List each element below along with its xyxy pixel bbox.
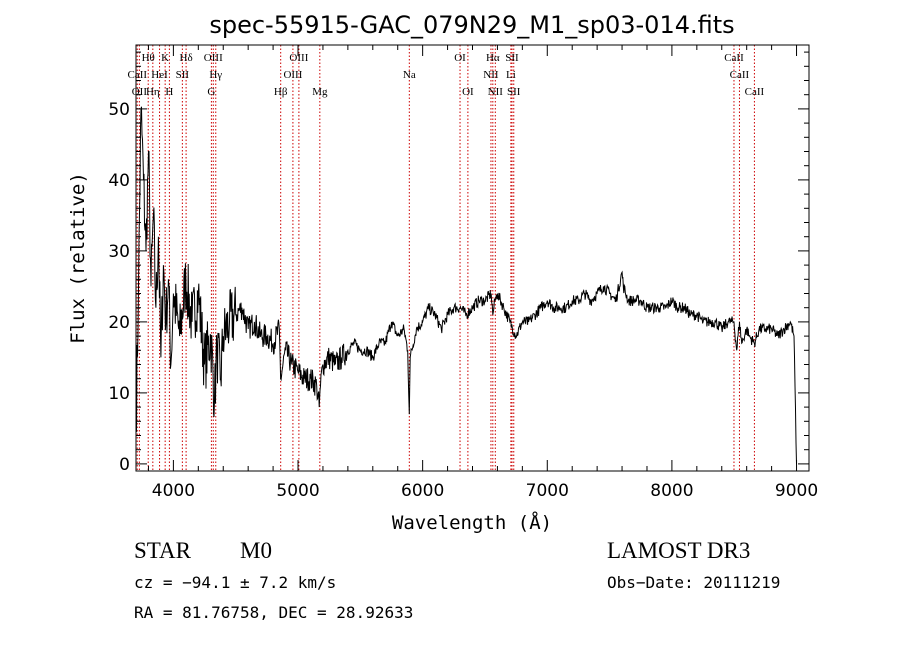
redshift-velocity: cz = −94.1 ± 7.2 km/s: [134, 573, 337, 592]
line-label-14: OIII: [289, 52, 308, 64]
x-tick-label-2: 6000: [401, 481, 444, 501]
line-label-16: Na: [403, 69, 416, 81]
line-label-4: HeI: [151, 69, 168, 81]
line-label-22: SII: [505, 52, 519, 64]
line-label-10: Hγ: [209, 69, 222, 81]
line-label-23: Li: [506, 69, 516, 81]
y-axis-label: Flux (relative): [67, 172, 89, 344]
coordinates: RA = 81.76758, DEC = 28.92633: [134, 603, 414, 622]
line-label-19: Hα: [486, 52, 500, 64]
y-axis-ticks: 0 10 20 30 40 50: [108, 51, 809, 475]
line-label-9: OIII: [204, 52, 223, 64]
y-tick-label-4: 40: [108, 171, 130, 191]
y-tick-label-0: 0: [119, 455, 130, 475]
line-label-2: Hθ: [142, 52, 155, 64]
plot-frame: [135, 44, 810, 472]
spectral-line-markers: [136, 45, 755, 471]
x-axis-ticks: 4000 5000 6000 7000 8000 9000: [147, 45, 818, 501]
line-label-21: NII: [488, 86, 504, 98]
object-subclass: M0: [240, 538, 272, 563]
y-tick-label-2: 20: [108, 313, 130, 333]
chart-title: spec-55915-GAC_079N29_M1_sp03-014.fits: [209, 11, 734, 39]
x-tick-label-3: 7000: [526, 481, 569, 501]
x-axis-label: Wavelength (Å): [392, 511, 552, 534]
x-tick-label-4: 8000: [650, 481, 693, 501]
line-label-15: Mg: [312, 86, 328, 98]
object-class: STAR: [134, 538, 191, 563]
line-label-18: OI: [462, 86, 474, 98]
y-tick-label-3: 30: [108, 242, 130, 262]
line-label-27: CaII: [745, 86, 765, 98]
line-label-20: NII: [483, 69, 499, 81]
observation-date: Obs−Date: 20111219: [607, 573, 781, 592]
line-label-17: OI: [454, 52, 466, 64]
line-label-3: Hη: [146, 86, 160, 98]
flux-trace: [135, 106, 797, 464]
line-label-0: CaII: [127, 69, 147, 81]
line-label-12: Hβ: [274, 86, 288, 98]
y-tick-label-5: 50: [108, 100, 130, 120]
line-label-7: SII: [176, 69, 190, 81]
line-label-13: OIII: [283, 69, 302, 81]
x-tick-label-0: 4000: [152, 481, 195, 501]
line-label-8: Hδ: [180, 52, 193, 64]
line-label-5: K: [161, 52, 169, 64]
line-label-25: CaII: [724, 52, 744, 64]
spectrum-chart: spec-55915-GAC_079N29_M1_sp03-014.fits C…: [67, 11, 818, 534]
line-label-6: H: [165, 86, 173, 98]
x-tick-label-1: 5000: [276, 481, 319, 501]
line-label-24: SII: [507, 86, 521, 98]
survey-name: LAMOST DR3: [607, 538, 751, 563]
line-label-11: G: [207, 86, 215, 98]
line-label-26: CaII: [730, 69, 750, 81]
y-tick-label-1: 10: [108, 384, 130, 404]
x-tick-label-5: 9000: [775, 481, 818, 501]
